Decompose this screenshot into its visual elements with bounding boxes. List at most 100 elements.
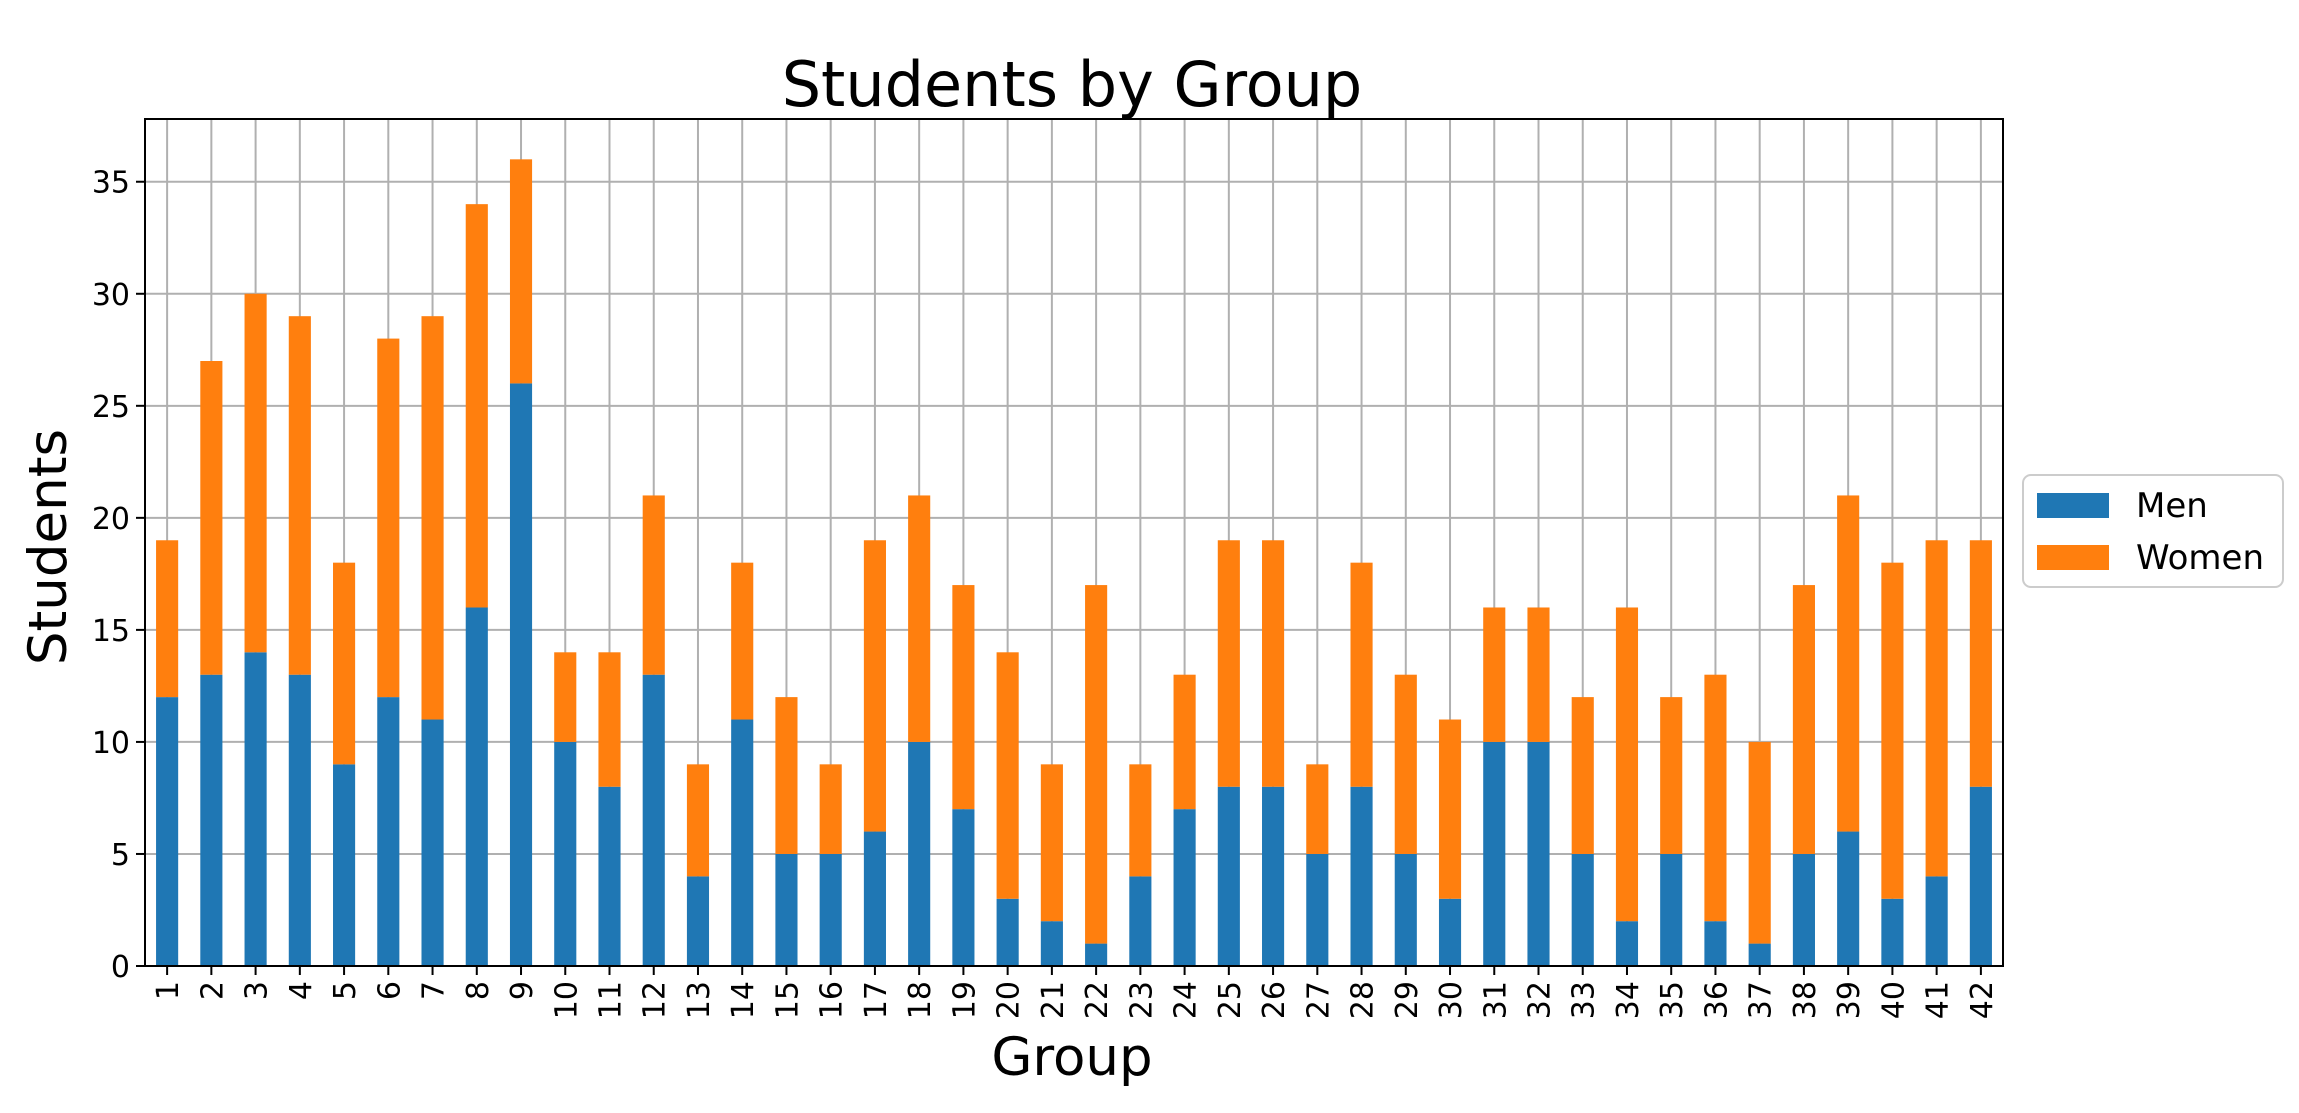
x-tick-label: 9 — [505, 981, 540, 1000]
bar-men-36 — [1704, 921, 1727, 966]
x-tick-label: 35 — [1655, 981, 1690, 1019]
x-tick-label: 27 — [1301, 981, 1336, 1019]
bar-men-27 — [1306, 853, 1329, 966]
bar-women-3 — [244, 293, 267, 653]
bar-men-11 — [598, 786, 621, 966]
bar-men-6 — [377, 697, 400, 966]
bar-men-24 — [1173, 809, 1196, 966]
bar-men-31 — [1483, 741, 1506, 966]
x-tick-label: 24 — [1169, 981, 1204, 1019]
x-tick-label: 2 — [195, 981, 230, 1000]
bar-women-8 — [465, 204, 488, 608]
chart-title: Students by Group — [782, 48, 1363, 121]
x-tick-label: 38 — [1788, 981, 1823, 1019]
bar-women-7 — [421, 316, 444, 720]
bar-men-26 — [1262, 786, 1285, 966]
bar-women-30 — [1438, 719, 1462, 899]
bar-men-14 — [731, 719, 754, 966]
bar-women-10 — [554, 652, 577, 742]
bar-men-37 — [1748, 943, 1771, 966]
bar-women-33 — [1571, 697, 1594, 854]
bar-men-39 — [1837, 831, 1860, 966]
bar-women-28 — [1350, 562, 1373, 787]
bar-women-14 — [731, 562, 754, 720]
x-tick-label: 8 — [461, 981, 496, 1000]
bar-women-40 — [1881, 562, 1904, 899]
bar-men-1 — [156, 697, 179, 966]
x-tick-label: 16 — [815, 981, 850, 1019]
bar-women-38 — [1792, 585, 1815, 854]
bar-men-29 — [1394, 853, 1417, 966]
bar-women-9 — [509, 159, 533, 384]
bar-men-7 — [421, 719, 444, 966]
bar-women-12 — [642, 495, 665, 675]
x-tick-label: 20 — [992, 981, 1027, 1019]
bar-men-33 — [1571, 853, 1594, 966]
legend-label-women: Women — [2136, 538, 2264, 578]
bar-men-42 — [1969, 786, 1992, 966]
bar-women-20 — [996, 652, 1019, 899]
legend-label-men: Men — [2136, 486, 2208, 526]
bar-women-26 — [1262, 540, 1285, 787]
bar-women-31 — [1483, 607, 1506, 742]
y-tick-label: 20 — [92, 502, 130, 537]
y-tick-label: 0 — [111, 950, 130, 985]
x-tick-label: 14 — [726, 981, 761, 1019]
plot-frame — [144, 118, 2004, 967]
x-tick-label: 5 — [328, 981, 363, 1000]
y-tick-label: 30 — [92, 278, 130, 313]
x-tick-label: 11 — [594, 981, 629, 1019]
x-tick-label: 34 — [1611, 981, 1646, 1019]
x-tick-label: 33 — [1567, 981, 1602, 1019]
x-tick-label: 32 — [1523, 981, 1558, 1019]
y-axis-label: Students — [18, 429, 79, 665]
x-tick-label: 7 — [417, 981, 452, 1000]
bar-women-35 — [1660, 697, 1683, 854]
bar-men-21 — [1040, 921, 1063, 966]
x-tick-label: 13 — [682, 981, 717, 1019]
bar-men-3 — [244, 652, 267, 966]
x-tick-label: 6 — [372, 981, 407, 1000]
x-tick-label: 22 — [1080, 981, 1115, 1019]
bar-women-34 — [1615, 607, 1639, 922]
bar-men-15 — [775, 853, 798, 966]
x-tick-label: 4 — [284, 981, 319, 1000]
bar-men-40 — [1881, 898, 1904, 966]
bar-women-11 — [598, 652, 621, 787]
bar-men-13 — [686, 876, 710, 966]
bar-men-12 — [642, 674, 665, 966]
bar-men-8 — [465, 607, 488, 966]
x-tick-label: 39 — [1832, 981, 1867, 1019]
x-tick-label: 15 — [770, 981, 805, 1019]
x-tick-label: 21 — [1036, 981, 1071, 1019]
bar-men-4 — [288, 674, 311, 966]
x-tick-label: 18 — [903, 981, 938, 1019]
bar-men-2 — [200, 674, 223, 966]
bar-men-30 — [1438, 898, 1462, 966]
bar-men-10 — [554, 741, 577, 966]
x-tick-label: 40 — [1876, 981, 1911, 1019]
bar-men-35 — [1660, 853, 1683, 966]
bar-women-2 — [200, 361, 223, 675]
y-tick-label: 15 — [92, 614, 130, 649]
bar-women-13 — [686, 764, 710, 877]
bar-women-1 — [156, 540, 179, 698]
bar-women-23 — [1129, 764, 1152, 877]
x-tick-label: 28 — [1346, 981, 1381, 1019]
x-axis-label: Group — [991, 1027, 1152, 1088]
x-tick-label: 37 — [1744, 981, 1779, 1019]
bar-women-5 — [333, 562, 356, 765]
y-tick-label: 5 — [111, 838, 130, 873]
bar-men-32 — [1527, 741, 1550, 966]
x-tick-label: 41 — [1921, 981, 1956, 1019]
y-tick-label: 25 — [92, 390, 130, 425]
x-tick-label: 1 — [151, 981, 186, 1000]
x-tick-label: 25 — [1213, 981, 1248, 1019]
bar-women-19 — [952, 585, 975, 810]
x-tick-label: 17 — [859, 981, 894, 1019]
legend-swatch-men — [2037, 493, 2109, 518]
y-tick-label: 10 — [92, 726, 130, 761]
x-tick-label: 36 — [1699, 981, 1734, 1019]
x-tick-label: 3 — [240, 981, 275, 1000]
bar-women-36 — [1704, 674, 1727, 922]
